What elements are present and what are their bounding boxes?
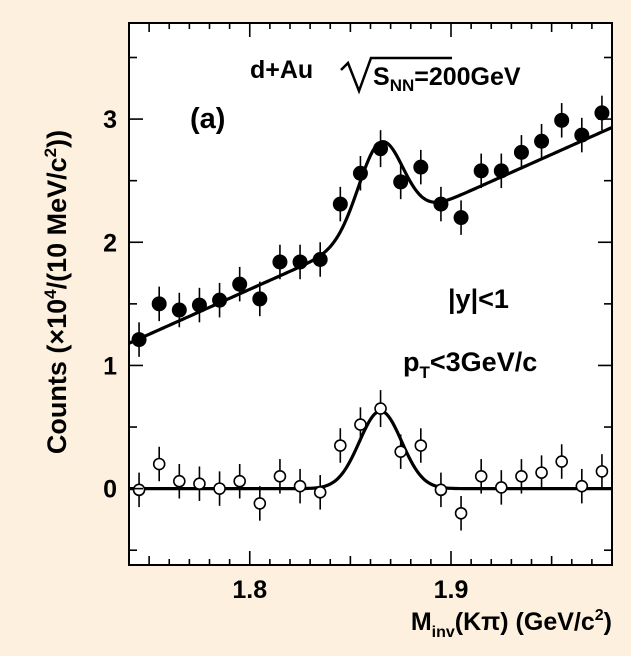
data-point-open: [394, 445, 407, 458]
data-point-filled: [232, 276, 248, 292]
plot-area-background: [129, 23, 612, 565]
data-point-filled: [393, 174, 409, 190]
fit-curves: [128, 125, 613, 491]
data-point-filled: [413, 159, 429, 175]
data-point-filled: [332, 196, 348, 212]
data-point-open: [595, 465, 609, 478]
data-point-open: [535, 466, 548, 479]
fit-curve-2: [129, 409, 612, 491]
data-point-open: [575, 479, 589, 493]
data-point-open: [555, 455, 568, 468]
data-point-open: [193, 477, 206, 491]
data-point-filled: [554, 112, 570, 128]
y-tick-label: 3: [103, 106, 117, 134]
data-point-open: [434, 483, 448, 497]
data-point-filled: [453, 210, 469, 226]
data-point-filled: [212, 292, 228, 308]
y-tick-label: 2: [103, 229, 117, 257]
data-point-filled: [373, 141, 389, 157]
data-point-open: [233, 474, 246, 488]
data-point-filled: [574, 127, 590, 143]
data-point-open: [273, 470, 287, 483]
data-point-filled: [594, 105, 610, 121]
data-point-filled: [151, 296, 167, 312]
data-point-filled: [534, 133, 550, 149]
data-point-open: [213, 482, 226, 495]
x-tick-label: 1.9: [434, 576, 469, 604]
data-point-open: [253, 497, 267, 510]
x-axis-label: Minv(Kπ) (GeV/c2): [411, 607, 612, 641]
system-label: d+Au: [250, 56, 313, 84]
y-tick-label: 0: [103, 476, 117, 504]
data-point-open: [374, 402, 387, 415]
data-point-open: [132, 483, 146, 497]
data-point-open: [293, 479, 307, 493]
pt-cut-label: pT<3GeV/c: [403, 347, 537, 382]
data-point-filled: [292, 254, 308, 270]
data-point-filled: [131, 332, 147, 348]
data-point-filled: [473, 163, 489, 179]
data-markers: [131, 105, 610, 520]
tick-labels: 1.8 1.9 0 1 2 3: [103, 106, 468, 604]
rapidity-cut-label: |y|<1: [448, 284, 509, 314]
data-point-open: [414, 439, 428, 452]
data-point-filled: [513, 144, 529, 160]
sqrt-symbol: [340, 56, 452, 95]
axis-ticks: [129, 23, 612, 565]
data-point-filled: [171, 302, 187, 318]
data-point-open: [454, 506, 468, 520]
data-point-open: [474, 470, 488, 483]
panel-label: (a): [190, 103, 225, 135]
y-tick-label: 1: [103, 352, 117, 380]
y-axis-label: Counts (×104/(10 MeV/c2)): [41, 130, 72, 454]
data-point-filled: [352, 165, 368, 181]
data-point-filled: [191, 297, 207, 313]
data-point-open: [152, 457, 166, 471]
data-point-filled: [272, 254, 288, 270]
data-point-open: [495, 481, 508, 494]
data-point-open: [173, 474, 186, 488]
x-tick-label: 1.8: [232, 576, 267, 604]
data-point-open: [354, 418, 367, 431]
data-point-open: [313, 486, 327, 499]
data-point-filled: [312, 252, 328, 268]
data-point-open: [334, 439, 347, 452]
data-point-open: [515, 470, 528, 483]
data-point-filled: [252, 291, 268, 307]
data-point-filled: [433, 196, 449, 212]
fit-curve-1: [128, 125, 613, 345]
data-point-filled: [493, 163, 509, 179]
